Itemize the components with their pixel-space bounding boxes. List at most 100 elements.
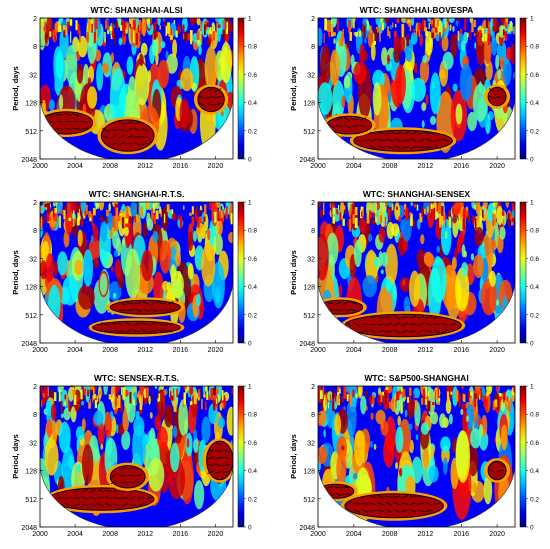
coherence-streak xyxy=(463,218,466,229)
coherence-streak xyxy=(70,19,73,26)
coherence-blob xyxy=(98,422,105,445)
coherence-blob xyxy=(327,391,332,401)
coherence-blob xyxy=(221,111,224,117)
coherence-streak xyxy=(217,19,218,23)
coherence-blob xyxy=(422,120,425,128)
y-tick-label: 512 xyxy=(303,129,315,136)
coherence-streak xyxy=(431,33,434,39)
coherence-blob xyxy=(372,198,377,214)
coherence-streak xyxy=(226,34,228,41)
coherence-streak xyxy=(435,27,438,32)
colorbar-tick-label: 1 xyxy=(248,384,252,391)
coherence-streak xyxy=(332,401,334,411)
heatmap-area xyxy=(314,193,517,346)
coherence-blob xyxy=(374,259,380,267)
coherence-blob xyxy=(320,210,324,218)
coherence-blob xyxy=(153,231,159,243)
coherence-streak xyxy=(350,395,352,407)
coherence-blob xyxy=(317,28,323,47)
coherence-streak xyxy=(130,217,132,225)
colorbar-tick-label: 0.8 xyxy=(530,228,539,235)
coherence-streak xyxy=(479,30,482,36)
coherence-streak xyxy=(170,391,171,396)
coherence-streak xyxy=(396,207,398,210)
coherence-blob xyxy=(460,409,463,415)
coherence-blob xyxy=(83,249,93,287)
coherence-streak xyxy=(225,22,227,29)
coherence-streak xyxy=(118,395,120,408)
coherence-streak xyxy=(374,29,377,41)
coherence-blob xyxy=(461,40,466,51)
coherence-blob xyxy=(146,212,150,225)
coherence-streak xyxy=(337,19,339,32)
coherence-streak xyxy=(210,27,212,33)
coherence-streak xyxy=(67,22,69,31)
coherence-streak xyxy=(512,218,514,222)
coherence-streak xyxy=(166,26,168,36)
x-tick-label: 2016 xyxy=(173,347,189,354)
coherence-streak xyxy=(94,32,96,43)
colorbar-tick-label: 0.2 xyxy=(248,312,257,319)
coherence-blob xyxy=(483,198,488,209)
coherence-blob xyxy=(113,293,117,299)
coherence-streak xyxy=(365,391,368,397)
coherence-streak xyxy=(406,207,409,220)
coherence-blob xyxy=(94,257,99,268)
coherence-blob xyxy=(461,262,468,277)
coherence-streak xyxy=(342,219,345,226)
coherence-streak xyxy=(176,389,178,398)
coherence-streak xyxy=(349,219,351,232)
coherence-streak xyxy=(81,217,84,226)
coherence-streak xyxy=(81,390,83,400)
coherence-streak xyxy=(54,208,57,213)
coherence-streak xyxy=(333,32,336,36)
heatmap-area xyxy=(35,192,236,346)
coherence-streak xyxy=(222,390,224,400)
coherence-streak xyxy=(192,206,194,214)
x-tick-label: 2020 xyxy=(208,347,224,354)
coherence-blob xyxy=(501,399,506,412)
colorbar-tick-label: 0.6 xyxy=(530,440,539,447)
coherence-streak xyxy=(208,396,210,400)
y-tick-label: 512 xyxy=(303,313,315,320)
coherence-streak xyxy=(200,388,201,392)
coherence-blob xyxy=(386,279,392,292)
coherence-blob xyxy=(381,269,384,274)
coherence-blob xyxy=(400,35,406,52)
coherence-streak xyxy=(201,399,202,409)
coherence-blob xyxy=(201,244,215,287)
coherence-streak xyxy=(49,31,51,37)
coherence-streak xyxy=(401,402,402,414)
coherence-blob xyxy=(364,39,367,44)
coherence-blob xyxy=(205,46,217,91)
coherence-streak xyxy=(445,216,446,228)
coherence-blob xyxy=(460,64,473,101)
coherence-streak xyxy=(510,21,512,27)
coherence-streak xyxy=(463,394,466,402)
coherence-streak xyxy=(150,19,151,26)
coherence-streak xyxy=(503,29,505,35)
x-tick-label: 2020 xyxy=(208,531,224,538)
x-tick-label: 2012 xyxy=(418,347,434,354)
coherence-streak xyxy=(48,387,49,397)
coherence-streak xyxy=(463,209,464,220)
coherence-blob xyxy=(96,63,103,91)
coherence-streak xyxy=(389,31,390,38)
coherence-streak xyxy=(41,400,42,407)
coherence-streak xyxy=(174,400,177,412)
coherence-blob xyxy=(142,17,147,36)
coherence-streak xyxy=(503,392,504,402)
coherence-blob xyxy=(383,436,394,468)
coherence-blob xyxy=(354,240,362,267)
coherence-streak xyxy=(154,30,157,40)
y-axis-label: Period, days xyxy=(11,434,20,479)
coherence-streak xyxy=(395,24,397,27)
coherence-streak xyxy=(77,24,79,34)
coherence-streak xyxy=(63,25,65,30)
coherence-streak xyxy=(61,401,63,413)
colorbar-tick-label: 0.2 xyxy=(530,312,539,319)
coherence-streak xyxy=(355,207,358,215)
x-tick-label: 2016 xyxy=(453,163,469,170)
colorbar-tick-label: 0.8 xyxy=(248,44,257,51)
x-tick-label: 2008 xyxy=(102,347,118,354)
